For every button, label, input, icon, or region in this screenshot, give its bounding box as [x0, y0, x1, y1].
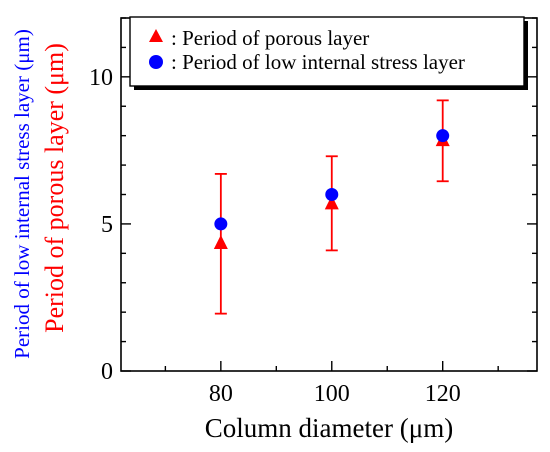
triangle-marker: [213, 235, 228, 250]
legend-box: [129, 16, 525, 87]
legend: : Period of porous layer : Period of low…: [129, 16, 528, 90]
circle-marker: [325, 188, 339, 201]
legend-triangle-marker: [149, 29, 163, 42]
legend-label-porous: : Period of porous layer: [171, 26, 369, 50]
data-markers: [213, 129, 450, 250]
circle-marker: [436, 129, 450, 143]
y-tick-label: 10: [89, 65, 113, 91]
x-tick-label: 100: [314, 381, 350, 407]
x-tick-label: 80: [209, 381, 233, 407]
y-tick-labels: 0 5 10: [89, 65, 113, 385]
legend-label-low-stress: : Period of low internal stress layer: [171, 50, 465, 74]
triangle-marker: [324, 195, 339, 210]
y-axis-label-inner: Period of porous layer (μm): [40, 43, 69, 333]
x-tick-labels: 80 100 120: [209, 381, 461, 407]
legend-circle-marker: [149, 55, 163, 69]
y-tick-label: 0: [101, 359, 113, 385]
y-tick-label: 5: [101, 212, 113, 238]
y-axis-label-outer: Period of low internal stress layer (μm): [10, 29, 34, 359]
x-tick-label: 120: [425, 381, 461, 407]
x-axis-label: Column diameter (μm): [205, 413, 453, 443]
circle-marker: [214, 217, 228, 231]
